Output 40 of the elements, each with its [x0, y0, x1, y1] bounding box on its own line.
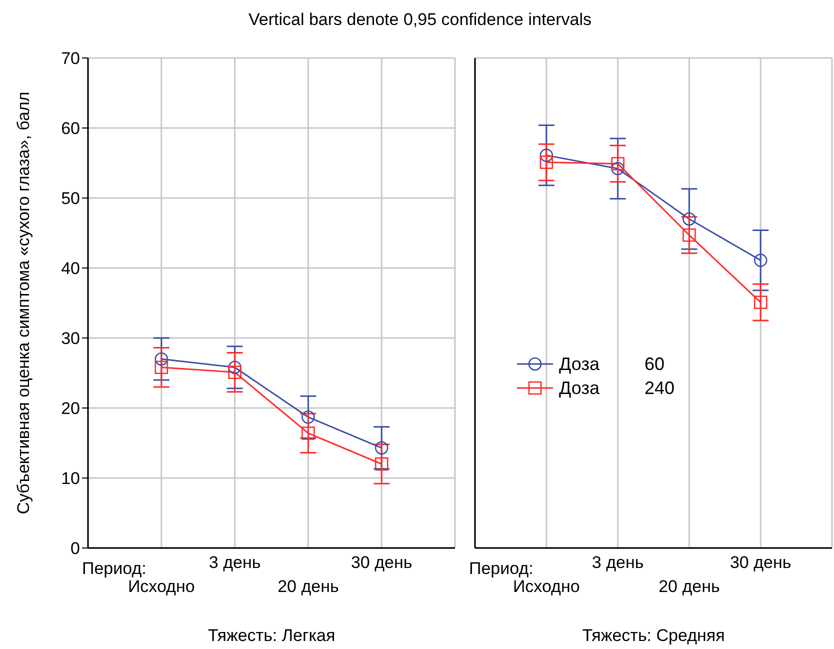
x-tick-label: 3 день [592, 553, 644, 572]
legend-label: Доза 60 [559, 354, 664, 374]
point [154, 352, 168, 366]
x-tick-label: 20 день [278, 577, 339, 596]
y-tick-label: 60 [61, 119, 80, 138]
chart-title: Vertical bars denote 0,95 confidence intervals [248, 10, 592, 29]
point [540, 156, 554, 169]
text: Период: [82, 559, 146, 579]
y-tick-label: 50 [61, 189, 80, 208]
y-tick-label: 70 [61, 49, 80, 68]
point [154, 360, 168, 374]
point [540, 148, 554, 162]
point [302, 410, 315, 424]
y-tick-label: 20 [61, 399, 80, 418]
point [754, 254, 768, 267]
x-tick-label: 30 день [730, 553, 792, 572]
point [754, 296, 768, 309]
x-tick-label: Исходно [512, 577, 580, 596]
text: Период: [469, 559, 534, 579]
point [374, 457, 388, 471]
y-axis-title: Субъективная оценка симптома «сухого глаза», балл [14, 92, 34, 514]
x-tick-label: 3 день [208, 553, 261, 572]
y-tick-label: 30 [61, 329, 80, 348]
point [302, 426, 315, 440]
y-tick-label: 40 [61, 259, 80, 278]
x-tick-label: 30 день [350, 553, 412, 572]
x-tick-label: 20 день [658, 577, 720, 596]
y-tick-label: 10 [61, 469, 80, 488]
y-tick-label: 0 [70, 539, 80, 558]
x-axis-title: Тяжесть: Легкая [206, 626, 336, 646]
point [228, 360, 242, 374]
x-tick-label: Исходно [128, 577, 195, 596]
point [374, 441, 388, 455]
point [228, 366, 242, 379]
x-axis-title: Тяжесть: Средняя [581, 626, 726, 646]
legend-label: Доза 240 [559, 378, 674, 398]
point [611, 162, 624, 176]
point [611, 157, 624, 170]
point [682, 228, 696, 242]
point [682, 212, 696, 226]
